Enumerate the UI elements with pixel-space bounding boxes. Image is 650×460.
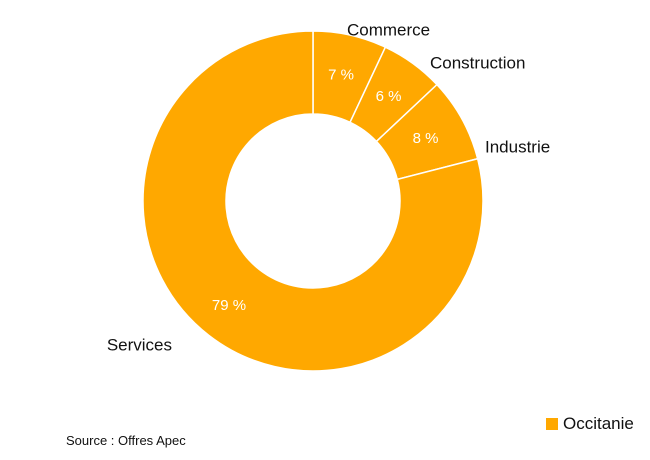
value-label-services: 79 %: [212, 297, 246, 314]
category-label-services: Services: [107, 335, 172, 354]
value-label-construction: 6 %: [376, 88, 402, 105]
slice-services: [142, 30, 484, 372]
category-label-industrie: Industrie: [485, 137, 550, 156]
value-label-industrie: 8 %: [413, 130, 439, 147]
category-label-commerce: Commerce: [347, 20, 430, 39]
source-note: Source : Offres Apec: [66, 433, 186, 448]
legend-swatch: [546, 418, 558, 430]
value-label-commerce: 7 %: [328, 67, 354, 84]
legend-label: Occitanie: [563, 414, 634, 433]
legend: Occitanie: [546, 414, 634, 434]
category-label-construction: Construction: [430, 53, 525, 72]
